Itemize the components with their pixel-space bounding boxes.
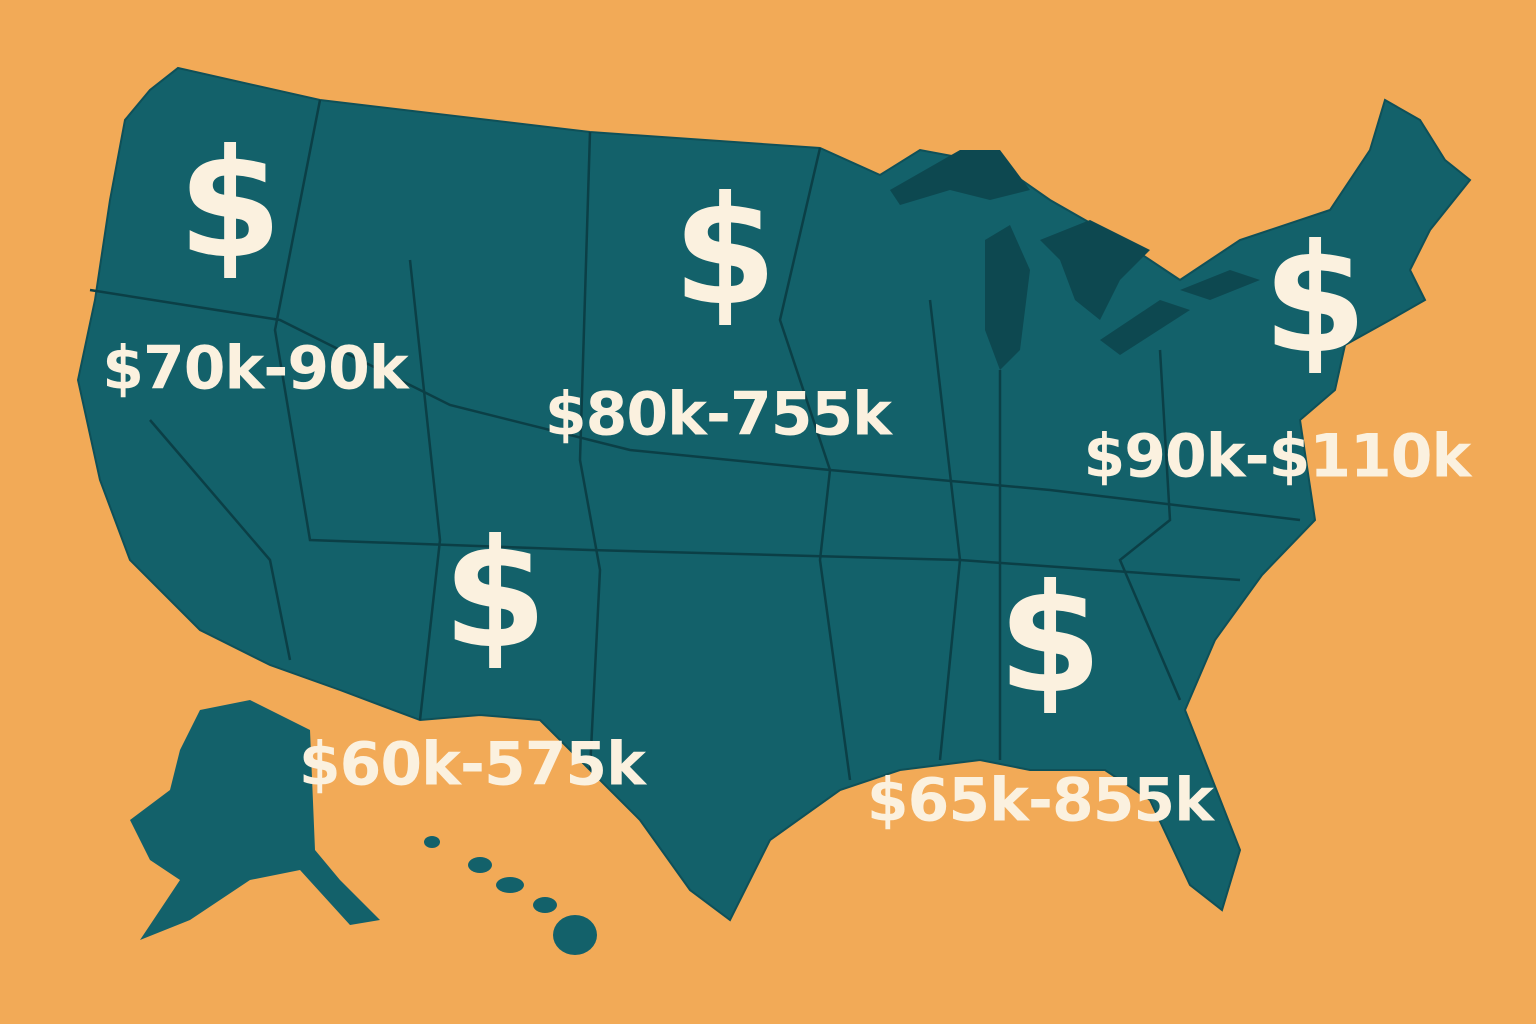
state-borders: [89, 99, 1301, 781]
salary-label: $90k-$110k: [1084, 422, 1474, 492]
usa-mainland: [76, 66, 1472, 922]
dollar-icon: $: [998, 553, 1102, 727]
salary-label: $80k-755k: [545, 380, 894, 450]
hawaii: [424, 836, 597, 955]
alaska: [130, 700, 380, 940]
great-lakes: [890, 150, 1260, 370]
dollar-icon: $: [673, 165, 777, 339]
dollar-icon: $: [443, 508, 547, 682]
salary-labels: $ $70k-90k $ $80k-755k $ $90k-$110k $ $60k-575k…: [102, 118, 1474, 836]
salary-label: $60k-575k: [299, 730, 648, 800]
salary-label: $65k-855k: [867, 766, 1216, 836]
dollar-icon: $: [178, 118, 282, 292]
salary-label: $70k-90k: [102, 334, 411, 404]
dollar-icon: $: [1263, 213, 1367, 387]
